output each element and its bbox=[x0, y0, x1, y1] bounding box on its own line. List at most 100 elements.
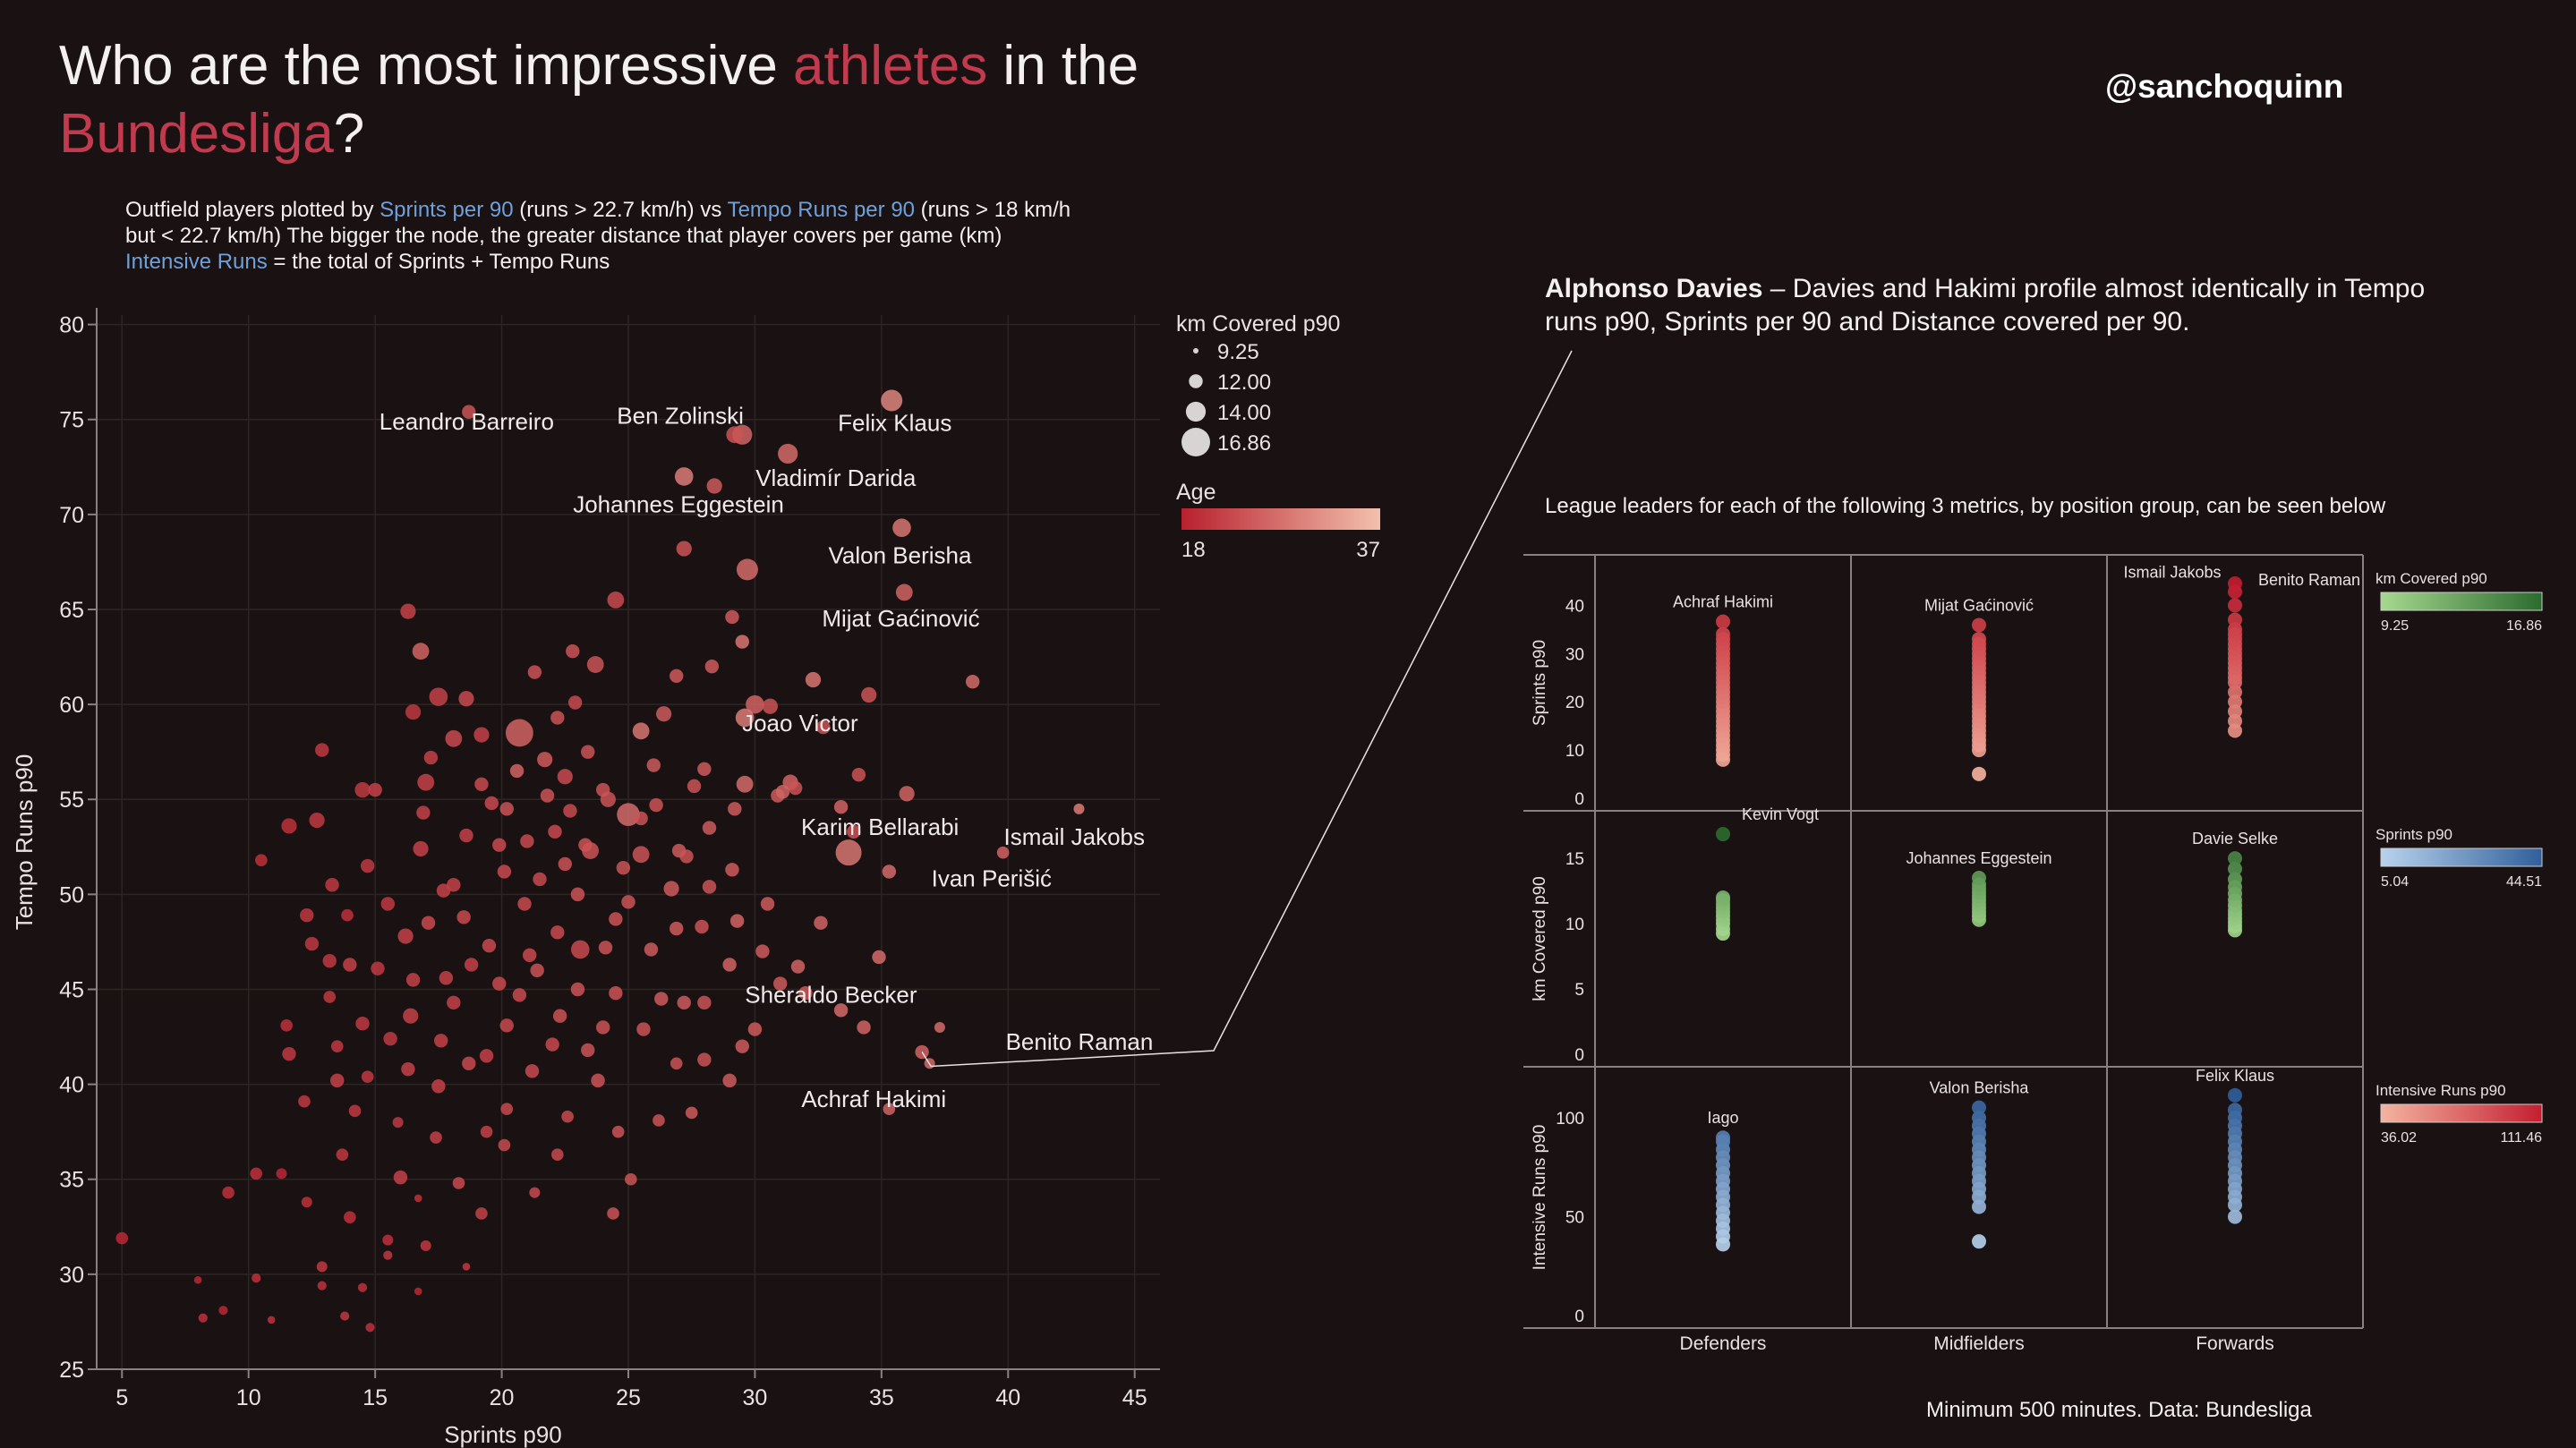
player-point bbox=[550, 925, 565, 940]
player-point bbox=[833, 1003, 849, 1018]
player-point bbox=[851, 767, 866, 782]
leaders-caption: League leaders for each of the following… bbox=[1545, 494, 2386, 518]
strip-legend-title: Intensive Runs p90 bbox=[2376, 1082, 2506, 1099]
strip-leader-label: Felix Klaus bbox=[2196, 1067, 2274, 1085]
player-point bbox=[636, 1022, 651, 1036]
callout-line bbox=[921, 350, 1573, 1068]
player-point bbox=[746, 694, 764, 714]
player-point bbox=[847, 824, 861, 839]
size-legend-title: km Covered p90 bbox=[1176, 311, 1340, 336]
strip-y-tick-label: 100 bbox=[1556, 1110, 1584, 1129]
player-point bbox=[653, 1114, 665, 1127]
x-tick-label: 45 bbox=[1122, 1385, 1147, 1410]
player-point bbox=[550, 711, 565, 725]
strip-leader-label: Mijat Gaćinović bbox=[1924, 596, 2034, 614]
player-point bbox=[383, 1250, 393, 1260]
strip-leader-label: Iago bbox=[1707, 1109, 1738, 1127]
strip-legend-bar bbox=[2380, 592, 2543, 611]
player-point bbox=[729, 914, 745, 928]
player-point bbox=[728, 802, 742, 816]
player-point bbox=[861, 686, 877, 703]
strip-point bbox=[2228, 1087, 2242, 1103]
player-point bbox=[706, 478, 722, 494]
title-text-2: in the bbox=[987, 35, 1139, 97]
strip-point bbox=[2228, 598, 2242, 613]
player-point bbox=[558, 856, 572, 872]
player-point bbox=[475, 1207, 488, 1220]
player-point bbox=[456, 910, 471, 924]
player-point bbox=[198, 1313, 208, 1323]
strip-point bbox=[1716, 890, 1730, 905]
player-point bbox=[704, 659, 720, 674]
player-label: Benito Raman bbox=[1006, 1028, 1154, 1055]
strip-legend-min: 9.25 bbox=[2381, 618, 2409, 634]
player-point bbox=[416, 805, 431, 820]
player-point bbox=[341, 908, 354, 922]
player-point bbox=[685, 1106, 698, 1120]
strip-leader-label: Johannes Eggestein bbox=[1906, 849, 2051, 867]
player-point bbox=[654, 992, 669, 1006]
player-point bbox=[282, 1046, 296, 1061]
x-tick-label: 10 bbox=[236, 1385, 261, 1410]
player-point bbox=[537, 752, 553, 768]
strip-point bbox=[2228, 1209, 2242, 1224]
player-point bbox=[325, 878, 339, 892]
player-point bbox=[255, 854, 268, 866]
position-group-label: Forwards bbox=[2196, 1333, 2274, 1354]
strip-legend-bar bbox=[2380, 1103, 2543, 1123]
player-point bbox=[497, 865, 512, 879]
y-tick-label: 55 bbox=[59, 788, 84, 813]
y-tick-label: 60 bbox=[59, 693, 84, 718]
strip-y-tick-label: 10 bbox=[1565, 916, 1584, 934]
player-point bbox=[344, 1211, 356, 1223]
player-point bbox=[591, 1073, 605, 1088]
strip-point bbox=[1972, 632, 1986, 647]
player-point bbox=[598, 941, 613, 955]
player-point bbox=[726, 426, 744, 444]
player-label: Vladimír Darida bbox=[755, 464, 917, 491]
player-point bbox=[702, 821, 717, 835]
player-point bbox=[530, 963, 544, 977]
player-point bbox=[677, 995, 691, 1010]
player-point bbox=[736, 558, 758, 581]
strip-point bbox=[1972, 1111, 1986, 1126]
y-tick-label: 40 bbox=[59, 1073, 84, 1098]
player-point bbox=[697, 762, 712, 776]
x-tick-label: 20 bbox=[490, 1385, 515, 1410]
strip-point bbox=[2228, 1103, 2242, 1118]
player-point bbox=[725, 863, 739, 877]
player-label: Valon Berisha bbox=[828, 542, 971, 569]
size-legend-label: 16.86 bbox=[1217, 431, 1271, 456]
x-tick-label: 15 bbox=[363, 1385, 388, 1410]
player-point bbox=[725, 609, 739, 625]
player-point bbox=[276, 1168, 287, 1180]
player-point bbox=[814, 916, 828, 930]
player-label: Achraf Hakimi bbox=[801, 1086, 946, 1112]
age-legend-min: 18 bbox=[1181, 538, 1206, 562]
player-point bbox=[447, 878, 461, 892]
strip-y-tick-label: 30 bbox=[1565, 645, 1584, 664]
size-legend-label: 14.00 bbox=[1217, 401, 1271, 425]
strip-leader-label: Benito Raman bbox=[2258, 571, 2360, 589]
annotation-text: – Davies and Hakimi profile almost ident… bbox=[1545, 274, 2426, 336]
y-tick-label: 70 bbox=[59, 503, 84, 528]
player-point bbox=[551, 1148, 564, 1161]
strip-point bbox=[1972, 1100, 1986, 1115]
player-point bbox=[250, 1167, 263, 1180]
player-point bbox=[298, 1095, 311, 1108]
strip-leader-label: Achraf Hakimi bbox=[1673, 593, 1773, 611]
annotation-player-name: Alphonso Davies bbox=[1545, 274, 1763, 303]
player-point bbox=[413, 840, 429, 857]
y-tick-label: 65 bbox=[59, 598, 84, 623]
player-point bbox=[405, 704, 422, 720]
player-point bbox=[607, 1207, 619, 1220]
davies-annotation: Alphonso Davies – Davies and Hakimi prof… bbox=[1545, 272, 2440, 338]
player-point bbox=[670, 669, 684, 683]
player-point bbox=[625, 1172, 637, 1186]
strip-legend-max: 111.46 bbox=[2500, 1130, 2542, 1146]
player-point bbox=[439, 971, 454, 985]
player-point bbox=[412, 643, 430, 660]
y-axis-label: Tempo Runs p90 bbox=[11, 754, 38, 931]
player-point bbox=[267, 1316, 276, 1324]
age-legend-title: Age bbox=[1176, 480, 1215, 505]
